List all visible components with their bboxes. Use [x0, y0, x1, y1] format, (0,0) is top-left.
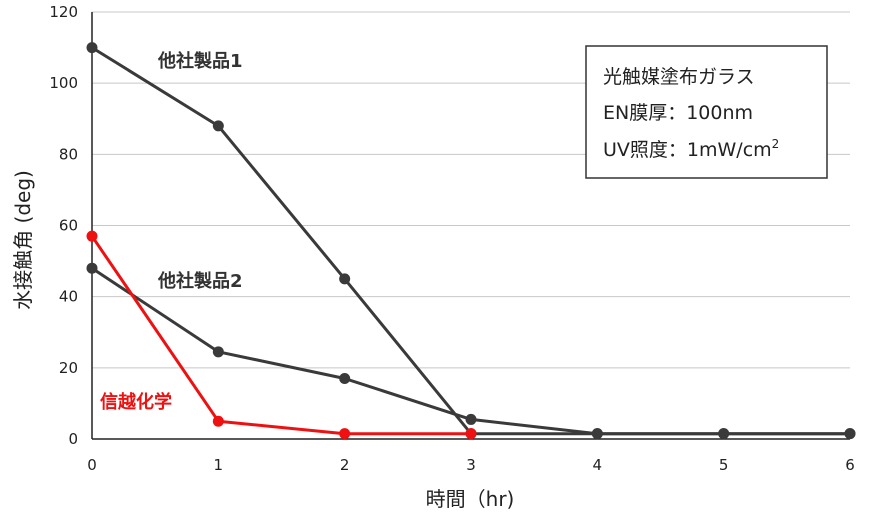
series-1-point-2 [339, 273, 351, 285]
y-tick-label-80: 80 [59, 145, 78, 163]
info-box: 光触媒塗布ガラス EN膜厚：100nm UV照度：1mW/cm2 [585, 45, 828, 179]
y-tick-label-60: 60 [59, 217, 78, 235]
x-tick-label-2: 2 [340, 456, 350, 474]
series-2-point-3 [465, 413, 477, 425]
info-box-line-3-main: UV照度：1mW/cm [603, 139, 772, 161]
series-2-point-6 [844, 428, 856, 440]
series-label-shinetsu: 信越化学 [100, 391, 172, 413]
series-2-point-2 [339, 373, 351, 385]
series-points [86, 42, 856, 440]
x-tick-label-3: 3 [466, 456, 476, 474]
series-3-point-1 [212, 415, 224, 427]
x-tick-label-1: 1 [214, 456, 224, 474]
series-line-3 [90, 235, 471, 436]
info-box-line-2: EN膜厚：100nm [603, 102, 753, 124]
info-box-frame [585, 45, 828, 179]
series-3-point-2 [339, 428, 351, 440]
series-3-point-0 [86, 230, 98, 242]
series-3-point-3 [465, 428, 477, 440]
gridlines [92, 11, 850, 369]
info-box-line-3-superscript: 2 [772, 137, 780, 151]
x-tick-label-6: 6 [845, 456, 855, 474]
x-tick-labels: 0 1 2 3 4 5 6 [87, 456, 855, 474]
info-box-line-3: UV照度：1mW/cm2 [603, 137, 779, 161]
series-2-point-1 [212, 346, 224, 358]
x-axis-title: 時間（hr) [426, 487, 515, 511]
series-line-2 [91, 266, 850, 436]
y-axis-title: 水接触角 (deg) [11, 170, 35, 310]
x-tick-label-5: 5 [719, 456, 729, 474]
series-2-point-0 [86, 262, 98, 274]
series-2-point-4 [591, 428, 603, 440]
x-tick-label-4: 4 [593, 456, 603, 474]
y-tick-label-100: 100 [49, 74, 78, 92]
series-1-point-0 [86, 42, 98, 54]
series-label-competitor-2: 他社製品2 [157, 270, 243, 292]
x-tick-label-0: 0 [87, 456, 97, 474]
series-label-competitor-1: 他社製品1 [157, 50, 243, 72]
y-tick-labels: 0 20 40 60 80 100 120 [49, 3, 78, 448]
y-tick-label-40: 40 [59, 288, 78, 306]
info-box-line-1: 光触媒塗布ガラス [603, 65, 755, 88]
y-tick-label-0: 0 [68, 430, 78, 448]
series-1-point-1 [212, 120, 224, 132]
y-tick-label-120: 120 [49, 3, 78, 21]
series-2-point-5 [718, 428, 730, 440]
y-tick-label-20: 20 [59, 359, 78, 377]
